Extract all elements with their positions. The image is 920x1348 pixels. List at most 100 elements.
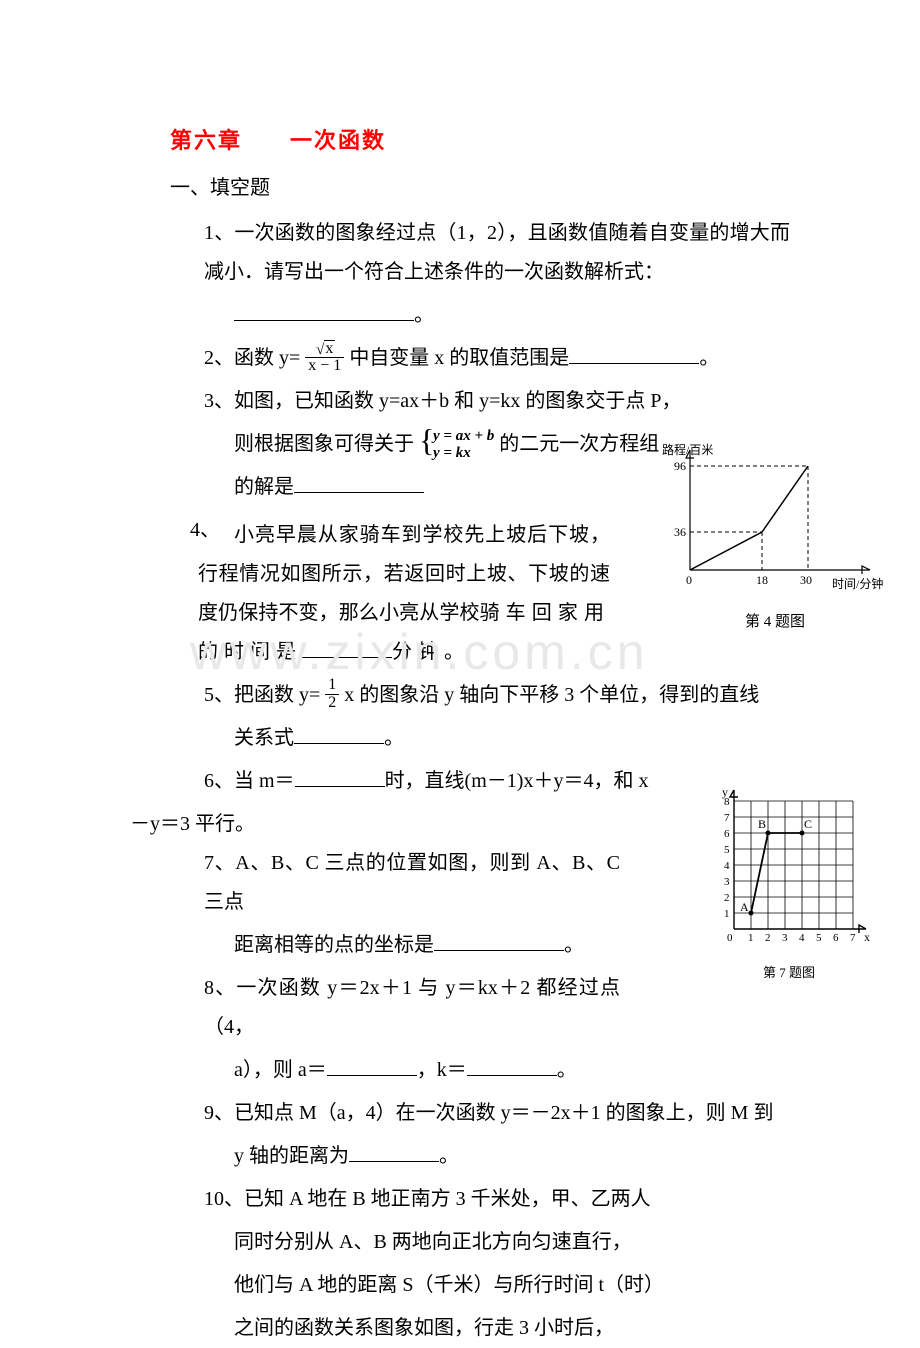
svg-text:4: 4 — [724, 860, 730, 872]
blank — [327, 1057, 417, 1076]
q5-text-b: x 的图象沿 y 轴向下平移 3 个单位，得到的直线 — [344, 684, 759, 706]
blank — [294, 725, 384, 744]
q8-number: 8、 — [204, 977, 236, 999]
fig7-point-a: A — [740, 900, 749, 914]
q4-number: 4、 — [190, 519, 220, 541]
q10-number: 10、 — [204, 1188, 244, 1210]
svg-text:3: 3 — [724, 876, 730, 888]
blank — [302, 639, 392, 658]
question-7: 7、A、B、C 三点的位置如图，则到 A、B、C 三点 — [204, 844, 790, 922]
blank — [569, 345, 699, 364]
q10-line0: 已知 A 地在 B 地正南方 3 千米处，甲、乙两人 — [244, 1188, 651, 1210]
svg-text:2: 2 — [765, 932, 771, 944]
svg-text:8: 8 — [724, 796, 730, 808]
svg-text:2: 2 — [724, 892, 730, 904]
q8-text-a: 一次函数 y＝2x＋1 与 y＝kx＋2 都经过点（4， — [204, 977, 620, 1038]
svg-text:6: 6 — [724, 828, 730, 840]
svg-text:4: 4 — [799, 932, 805, 944]
question-5: 5、把函数 y= 1 2 x 的图象沿 y 轴向下平移 3 个单位，得到的直线 — [204, 676, 790, 715]
q1-text: 一次函数的图象经过点（1，2），且函数值随着自变量的增大而减小．请写出一个符合上… — [204, 222, 790, 283]
equation-system: y = ax + b y = kx — [419, 428, 494, 463]
figure-4-caption: 第 4 题图 — [660, 608, 890, 637]
svg-text:7: 7 — [724, 812, 730, 824]
svg-text:7: 7 — [850, 932, 856, 944]
fig7-origin: 0 — [727, 932, 733, 944]
q6-text-a: 当 m＝ — [234, 770, 295, 792]
figure-7-svg: x y 0 1 2 3 4 5 6 7 1 2 3 4 5 6 7 8 — [704, 784, 874, 944]
question-3: 3、如图，已知函数 y=ax＋b 和 y=kx 的图象交于点 P， — [204, 382, 790, 421]
q7-text-a: A、B、C 三点的位置如图，则到 A、B、C 三点 — [204, 852, 620, 913]
sqrt-icon: x — [314, 340, 335, 358]
q2-text-a: 函数 y= — [234, 347, 300, 369]
blank — [434, 932, 564, 951]
q9-line2: y 轴的距离为 。 — [234, 1137, 790, 1176]
q10-line3: 之间的函数关系图象如图，行走 3 小时后， — [234, 1309, 790, 1348]
fig7-point-c: C — [804, 817, 812, 831]
q6-line2: －y＝3 平行。 — [130, 805, 790, 844]
section-heading: 一、填空题 — [170, 169, 790, 208]
q3-number: 3、 — [204, 390, 234, 412]
fig4-ytick-96: 96 — [674, 459, 686, 473]
q9-text-a: 已知点 M（a，4）在一次函数 y＝－2x＋1 的图象上，则 M 到 — [234, 1102, 773, 1124]
q3-text-a: 如图，已知函数 y=ax＋b 和 y=kx 的图象交于点 P， — [234, 390, 682, 412]
q8-period: 。 — [557, 1059, 577, 1081]
q2-number: 2、 — [204, 347, 234, 369]
figure-7-caption: 第 7 题图 — [704, 960, 874, 985]
question-10: 10、已知 A 地在 B 地正南方 3 千米处，甲、乙两人 — [204, 1180, 790, 1219]
q9-text-b: y 轴的距离为 — [234, 1145, 349, 1167]
q10-line1: 同时分别从 A、B 两地向正北方向匀速直行， — [234, 1223, 790, 1262]
fig4-ylabel: 路程/百米 — [662, 442, 713, 457]
q7-text-b: 距离相等的点的坐标是 — [234, 934, 434, 956]
svg-text:6: 6 — [833, 932, 839, 944]
q6-text-b: 时，直线(m－1)x＋y＝4，和 x — [385, 770, 649, 792]
blank — [295, 768, 385, 787]
question-9: 9、已知点 M（a，4）在一次函数 y＝－2x＋1 的图象上，则 M 到 — [204, 1094, 790, 1133]
q2-fraction: x x − 1 — [305, 340, 344, 376]
q2-text-b: 中自变量 x 的取值范围是 — [349, 347, 569, 369]
figure-4-svg: 路程/百米 时间/分钟 96 36 0 18 30 — [660, 440, 890, 590]
q10-line2: 他们与 A 地的距离 S（千米）与所行时间 t（时） — [234, 1266, 790, 1305]
q4-tail: 分钟。 — [392, 641, 470, 663]
svg-text:5: 5 — [724, 844, 730, 856]
svg-text:5: 5 — [816, 932, 822, 944]
q5-line2: 关系式 。 — [234, 719, 790, 758]
fig7-xaxis-label: x — [864, 930, 870, 944]
blank — [467, 1057, 557, 1076]
blank — [294, 474, 424, 493]
q9-number: 9、 — [204, 1102, 234, 1124]
q7-period: 。 — [564, 934, 584, 956]
figure-7: x y 0 1 2 3 4 5 6 7 1 2 3 4 5 6 7 8 — [704, 784, 874, 985]
q2-period: 。 — [699, 347, 719, 369]
q8-text-c: ，k＝ — [417, 1059, 467, 1081]
fig7-point-b: B — [758, 817, 766, 831]
q8-line2: a），则 a＝，k＝。 — [234, 1051, 790, 1090]
q5-text-a: 把函数 y= — [234, 684, 320, 706]
q6-number: 6、 — [204, 770, 234, 792]
blank — [349, 1143, 439, 1162]
svg-text:1: 1 — [724, 908, 730, 920]
q5-period: 。 — [384, 727, 404, 749]
q1-period: 。 — [414, 304, 434, 326]
q5-number: 5、 — [204, 684, 234, 706]
fig4-xlabel: 时间/分钟 — [832, 576, 883, 590]
svg-text:3: 3 — [782, 932, 788, 944]
q3-text-b: 则根据图象可得关于 — [234, 433, 414, 455]
q9-period: 。 — [439, 1145, 459, 1167]
q3-text-c: 的二元一次方程组 — [499, 433, 659, 455]
figure-4: 路程/百米 时间/分钟 96 36 0 18 30 第 4 题图 — [660, 440, 890, 637]
svg-text:1: 1 — [748, 932, 754, 944]
fig4-xtick-18: 18 — [756, 573, 768, 587]
q3-text-d: 的解是 — [234, 476, 294, 498]
q6-text-c: －y＝3 平行。 — [130, 813, 255, 835]
q7-number: 7、 — [204, 852, 235, 874]
q1-blank-line: 。 — [234, 296, 790, 335]
blank — [234, 302, 414, 321]
fig4-xtick-0: 0 — [686, 573, 692, 587]
q1-number: 1、 — [204, 222, 234, 244]
fig4-xtick-30: 30 — [800, 573, 812, 587]
q5-fraction: 1 2 — [325, 677, 339, 712]
q5-text-c: 关系式 — [234, 727, 294, 749]
question-1: 1、一次函数的图象经过点（1，2），且函数值随着自变量的增大而减小．请写出一个符… — [204, 214, 790, 292]
fig4-ytick-36: 36 — [674, 525, 686, 539]
chapter-title: 第六章 一次函数 — [170, 120, 790, 163]
